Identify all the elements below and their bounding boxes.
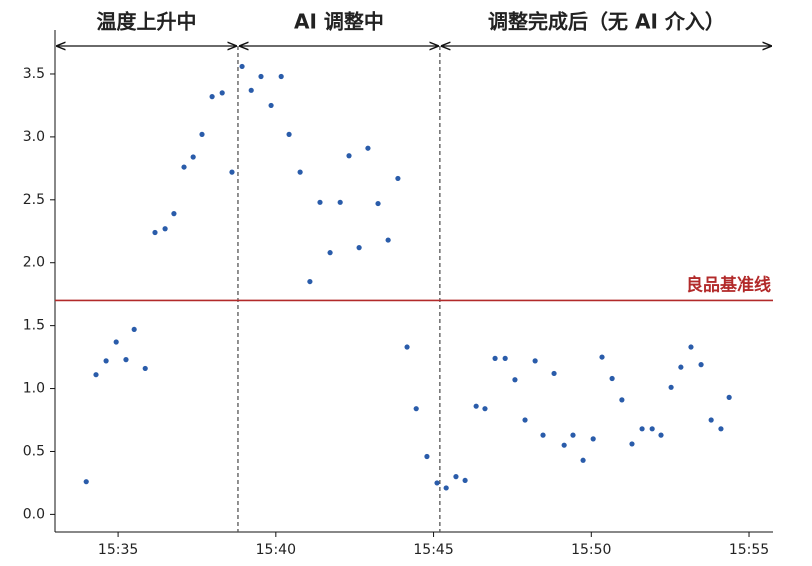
data-point xyxy=(317,199,323,205)
data-point xyxy=(268,102,274,109)
data-point xyxy=(346,153,352,159)
data-point xyxy=(190,154,196,160)
data-point xyxy=(131,326,137,333)
data-point xyxy=(619,397,625,403)
data-point xyxy=(599,354,605,360)
y-tick-label: 3.5 xyxy=(23,66,45,82)
data-point xyxy=(434,480,440,486)
data-point xyxy=(356,245,362,251)
data-point xyxy=(570,432,576,438)
data-point xyxy=(502,355,508,361)
data-point xyxy=(258,73,264,80)
data-point xyxy=(83,479,89,485)
data-point xyxy=(297,169,303,175)
x-tick-label: 15:35 xyxy=(98,542,138,558)
data-point xyxy=(512,377,518,383)
y-tick-label: 2.5 xyxy=(23,192,45,208)
data-point xyxy=(532,358,538,364)
data-point xyxy=(708,417,714,423)
x-tick-label: 15:45 xyxy=(413,542,453,558)
data-point xyxy=(327,250,333,256)
data-point xyxy=(113,339,119,345)
data-point xyxy=(199,131,205,137)
data-point xyxy=(443,485,449,491)
x-tick-label: 15:40 xyxy=(256,542,296,558)
data-point xyxy=(286,131,292,137)
data-point xyxy=(649,426,655,432)
data-point xyxy=(453,474,459,480)
data-point xyxy=(123,357,129,363)
data-point xyxy=(395,175,401,182)
data-point xyxy=(629,441,635,447)
data-point xyxy=(424,453,430,460)
y-tick-label: 0.5 xyxy=(23,443,45,459)
data-point xyxy=(668,384,674,390)
phase-label: 调整完成后（无 AI 介入） xyxy=(488,10,725,34)
data-point xyxy=(385,237,391,243)
data-point xyxy=(103,358,109,364)
y-tick-label: 2.0 xyxy=(23,255,45,271)
data-point xyxy=(462,477,468,484)
data-point xyxy=(209,94,215,100)
data-point xyxy=(492,355,498,361)
data-point xyxy=(540,432,546,438)
data-point xyxy=(307,278,313,285)
data-point xyxy=(229,169,235,175)
data-point xyxy=(473,403,479,409)
data-point xyxy=(482,406,488,412)
data-point xyxy=(404,344,410,350)
data-point xyxy=(561,442,567,448)
data-point xyxy=(658,432,664,438)
data-point xyxy=(248,87,254,93)
x-tick-label: 15:55 xyxy=(729,542,769,558)
data-point xyxy=(413,406,419,412)
data-point xyxy=(171,211,177,217)
data-point xyxy=(278,73,284,80)
data-point xyxy=(718,426,724,432)
data-point xyxy=(688,344,694,350)
data-point xyxy=(639,426,645,432)
phase-label: AI 调整中 xyxy=(294,10,384,34)
y-tick-label: 1.5 xyxy=(23,318,45,334)
data-point xyxy=(609,375,615,382)
data-point xyxy=(219,90,225,96)
x-tick-label: 15:50 xyxy=(571,542,611,558)
baseline-label: 良品基准线 xyxy=(686,274,771,295)
data-point xyxy=(337,199,343,205)
data-point xyxy=(152,229,158,236)
data-point xyxy=(142,365,148,372)
data-point xyxy=(365,145,371,151)
phase-label: 温度上升中 xyxy=(96,10,196,34)
data-point xyxy=(590,436,596,442)
data-point xyxy=(239,63,245,70)
y-tick-label: 3.0 xyxy=(23,129,45,145)
data-point xyxy=(93,372,99,378)
data-point xyxy=(580,457,586,463)
data-point xyxy=(162,226,168,232)
data-point xyxy=(551,370,557,377)
y-tick-label: 0.0 xyxy=(23,506,45,522)
data-point xyxy=(698,362,704,368)
data-point xyxy=(678,364,684,370)
data-point xyxy=(522,417,528,423)
y-tick-label: 1.0 xyxy=(23,381,45,397)
data-point xyxy=(181,164,187,170)
data-point xyxy=(726,394,732,400)
data-point xyxy=(375,200,381,207)
